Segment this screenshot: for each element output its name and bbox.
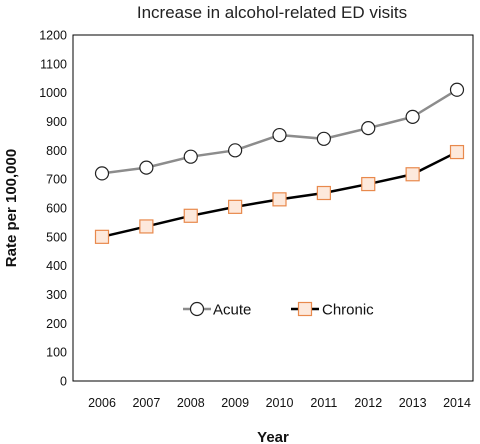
data-point-acute: [449, 82, 465, 97]
x-tick-label: 2009: [221, 396, 249, 410]
y-tick-label: 500: [46, 230, 67, 244]
data-point-chronic: [272, 192, 287, 207]
y-tick-label: 100: [46, 346, 67, 360]
x-tick-label: 2011: [310, 396, 337, 410]
y-axis-label: Rate per 100,000: [3, 149, 20, 267]
data-point-acute: [405, 109, 420, 124]
data-point-acute: [139, 160, 154, 175]
y-axis-ticks: 0 100 200 300 400 500 600 700 800 900 1000 1100 1200: [39, 29, 67, 389]
data-point-chronic: [405, 167, 420, 182]
legend-label-chronic: Chronic: [322, 302, 374, 319]
x-tick-label: 2007: [132, 396, 160, 410]
x-axis-label: Year: [257, 429, 289, 444]
data-point-acute: [183, 149, 198, 164]
y-tick-label: 900: [46, 115, 67, 129]
data-point-acute: [94, 166, 110, 181]
data-point-chronic: [94, 229, 110, 244]
x-tick-label: 2013: [399, 396, 427, 410]
y-tick-label: 1000: [39, 86, 67, 100]
legend-marker-chronic: [297, 301, 313, 317]
data-point-chronic: [361, 176, 376, 192]
data-point-acute: [316, 131, 331, 146]
y-tick-label: 600: [46, 202, 67, 216]
data-point-acute: [228, 143, 243, 158]
x-tick-label: 2012: [354, 396, 382, 410]
data-point-chronic: [228, 199, 243, 214]
y-tick-label: 300: [46, 288, 67, 302]
y-tick-label: 200: [46, 317, 67, 331]
y-tick-label: 800: [46, 144, 67, 158]
series-layer: [94, 82, 465, 244]
legend-item-acute: Acute: [183, 302, 251, 319]
data-point-acute: [272, 127, 287, 143]
data-point-chronic: [183, 208, 198, 223]
x-tick-label: 2014: [443, 396, 471, 410]
y-tick-label: 400: [46, 259, 67, 273]
y-tick-label: 0: [60, 375, 67, 389]
data-point-chronic: [449, 144, 465, 160]
chart-title: Increase in alcohol-related ED visits: [137, 3, 407, 22]
y-tick-label: 700: [46, 173, 67, 187]
plot-area: [72, 34, 474, 382]
legend-label-acute: Acute: [213, 302, 251, 319]
legend: Acute Chronic: [183, 302, 374, 319]
y-tick-label: 1100: [40, 57, 67, 71]
data-point-chronic: [139, 219, 154, 234]
legend-marker-acute: [189, 301, 205, 317]
x-axis-ticks: 2006 2007 2008 2009 2010 2011 2012 2013 2014: [88, 396, 471, 410]
x-tick-label: 2008: [177, 396, 205, 410]
data-point-acute: [361, 121, 376, 136]
legend-item-chronic: Chronic: [291, 302, 374, 319]
data-point-chronic: [316, 185, 331, 201]
y-tick-label: 1200: [39, 29, 67, 43]
x-tick-label: 2006: [88, 396, 116, 410]
plot-frame: [72, 34, 474, 382]
x-tick-label: 2010: [266, 396, 294, 410]
